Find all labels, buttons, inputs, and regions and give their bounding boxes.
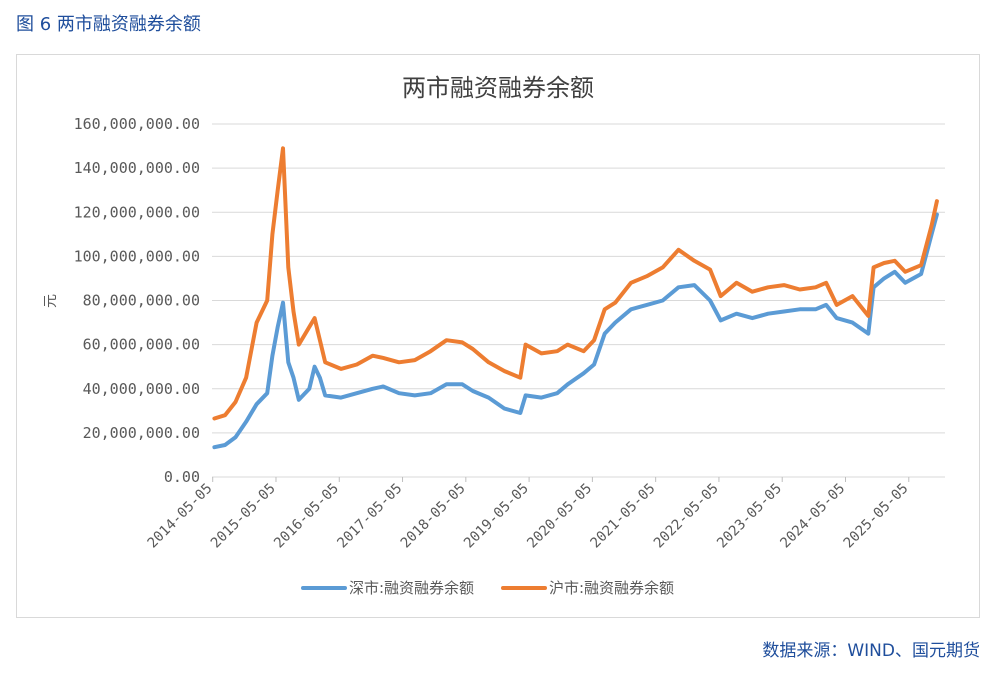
series-line <box>212 146 939 421</box>
y-tick-label: 40,000,000.00 <box>83 380 200 398</box>
x-tick-label: 2021-05-05 <box>588 481 659 552</box>
line-chart: 两市融资融券余额 0.00 20,000,000.00 40,000,000.00 6… <box>43 74 945 597</box>
x-tick-label: 2024-05-05 <box>777 481 848 552</box>
y-tick-label: 20,000,000.00 <box>83 424 200 442</box>
x-tick-label: 2020-05-05 <box>524 481 595 552</box>
legend: 深市:融资融券余额 沪市:融资融券余额 <box>301 579 674 597</box>
x-tick-label: 2018-05-05 <box>398 481 469 552</box>
y-tick-label: 60,000,000.00 <box>83 336 200 354</box>
y-tick-label: 140,000,000.00 <box>74 159 200 177</box>
figure-caption: 图 6 两市融资融券余额 <box>16 14 201 35</box>
x-tick-label: 2016-05-05 <box>271 481 342 552</box>
gridlines <box>212 123 945 478</box>
chart-frame: 两市融资融券余额 0.00 20,000,000.00 40,000,000.00 6… <box>16 54 980 618</box>
x-tick-label: 2014-05-05 <box>145 481 216 552</box>
chart-title: 两市融资融券余额 <box>402 74 594 102</box>
x-axis-ticks: 2014-05-052015-05-052016-05-052017-05-05… <box>145 477 912 551</box>
x-tick-label: 2019-05-05 <box>461 481 532 552</box>
source-note: 数据来源：WIND、国元期货 <box>762 641 980 661</box>
y-tick-label: 80,000,000.00 <box>83 292 200 310</box>
x-tick-label: 2015-05-05 <box>208 481 279 552</box>
y-tick-label: 100,000,000.00 <box>74 247 200 265</box>
y-tick-label: 160,000,000.00 <box>74 115 200 133</box>
y-tick-label: 0.00 <box>164 468 200 486</box>
x-tick-label: 2017-05-05 <box>334 481 405 552</box>
x-tick-label: 2023-05-05 <box>714 481 785 552</box>
y-axis-ticks: 0.00 20,000,000.00 40,000,000.00 60,000,000… <box>74 115 200 486</box>
series-lines <box>212 146 939 450</box>
y-tick-label: 120,000,000.00 <box>74 203 200 221</box>
x-tick-label: 2025-05-05 <box>841 481 912 552</box>
series-line <box>212 212 939 450</box>
y-axis-title: 元 <box>43 294 59 308</box>
legend-label: 深市:融资融券余额 <box>349 579 474 597</box>
legend-label: 沪市:融资融券余额 <box>549 579 674 597</box>
x-tick-label: 2022-05-05 <box>651 481 722 552</box>
